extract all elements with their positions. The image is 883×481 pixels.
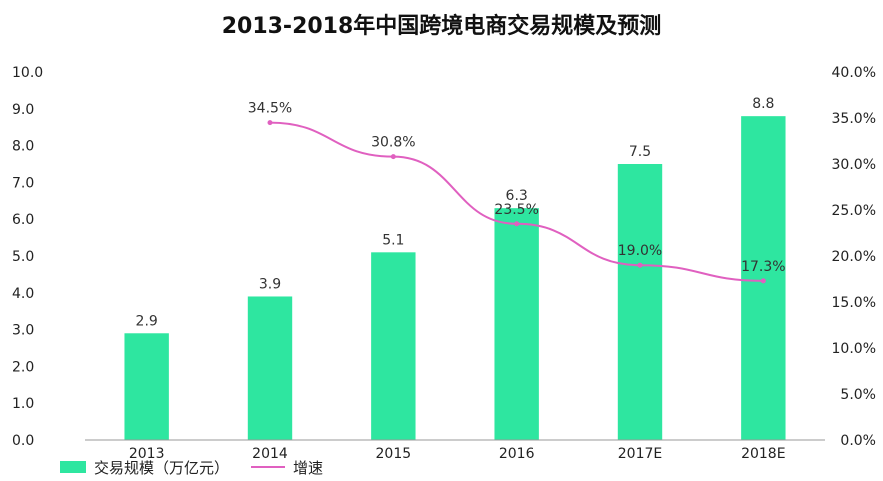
- line-label: 19.0%: [618, 243, 662, 259]
- left-axis-tick: 6.0: [12, 212, 34, 228]
- line-label: 30.8%: [371, 135, 415, 151]
- legend-item-bar: 交易规模（万亿元）: [60, 457, 229, 478]
- x-axis-tick: 2018E: [741, 446, 785, 462]
- x-axis-tick: 2014: [252, 446, 288, 462]
- left-axis-tick: 3.0: [12, 323, 34, 339]
- bar: [741, 116, 786, 440]
- right-axis: 0.0% 5.0% 10.0% 15.0% 20.0% 25.0% 30.0% 35.0% 40…: [832, 65, 876, 449]
- bar-label: 6.3: [506, 188, 528, 204]
- legend-bar-swatch: [60, 461, 86, 473]
- right-axis-tick: 10.0%: [832, 341, 876, 357]
- left-axis-tick: 0.0: [12, 433, 34, 449]
- line-point: [267, 120, 273, 126]
- x-axis-tick: 2017E: [618, 446, 662, 462]
- line-point: [637, 262, 643, 268]
- x-axis-tick: 2016: [499, 446, 535, 462]
- bar: [371, 252, 416, 440]
- left-axis-tick: 9.0: [12, 102, 34, 118]
- line-series: 34.5% 30.8% 23.5% 19.0% 17.3%: [248, 101, 786, 284]
- line-point: [390, 154, 396, 160]
- bar-label: 7.5: [629, 144, 651, 160]
- left-axis-tick: 2.0: [12, 359, 34, 375]
- left-axis-tick: 8.0: [12, 139, 34, 155]
- left-axis-tick: 5.0: [12, 249, 34, 265]
- right-axis-tick: 15.0%: [832, 295, 876, 311]
- line-label: 17.3%: [741, 259, 785, 275]
- legend: 交易规模（万亿元） 增速: [60, 456, 323, 478]
- right-axis-tick: 0.0%: [840, 433, 876, 449]
- x-axis: 2013 2014 2015 2016 2017E 2018E: [85, 439, 825, 462]
- left-axis: 0.0 1.0 2.0 3.0 4.0 5.0 6.0 7.0 8.0 9.0 10.0: [12, 65, 43, 449]
- bar-label: 5.1: [382, 232, 404, 248]
- bar: [124, 333, 169, 440]
- x-axis-tick: 2013: [129, 446, 165, 462]
- right-axis-tick: 40.0%: [832, 65, 876, 81]
- left-axis-tick: 7.0: [12, 175, 34, 191]
- line-point: [760, 278, 766, 284]
- legend-item-line: 增速: [251, 457, 323, 478]
- line-label: 34.5%: [248, 101, 292, 117]
- right-axis-tick: 35.0%: [832, 111, 876, 127]
- legend-line-swatch: [251, 466, 286, 468]
- bar-label: 2.9: [136, 313, 158, 329]
- left-axis-tick: 1.0: [12, 396, 34, 412]
- right-axis-tick: 5.0%: [840, 387, 876, 403]
- left-axis-tick: 4.0: [12, 286, 34, 302]
- bar: [494, 208, 539, 440]
- left-axis-tick: 10.0: [12, 65, 43, 81]
- bar-label: 3.9: [259, 276, 281, 292]
- bar-label: 8.8: [752, 96, 774, 112]
- line-point: [514, 221, 520, 227]
- right-axis-tick: 20.0%: [832, 249, 876, 265]
- legend-line-label: 增速: [293, 458, 324, 477]
- legend-bar-label: 交易规模（万亿元）: [94, 458, 230, 477]
- x-axis-tick: 2015: [376, 446, 412, 462]
- bar: [247, 296, 293, 440]
- right-axis-tick: 30.0%: [832, 157, 876, 173]
- right-axis-tick: 25.0%: [832, 203, 876, 219]
- chart-title: 2013-2018年中国跨境电商交易规模及预测: [221, 14, 662, 39]
- bar: [617, 164, 663, 440]
- bar-series: 2.9 3.9 5.1 6.3 7.5 8.8: [124, 96, 786, 440]
- line-label: 23.5%: [494, 202, 538, 218]
